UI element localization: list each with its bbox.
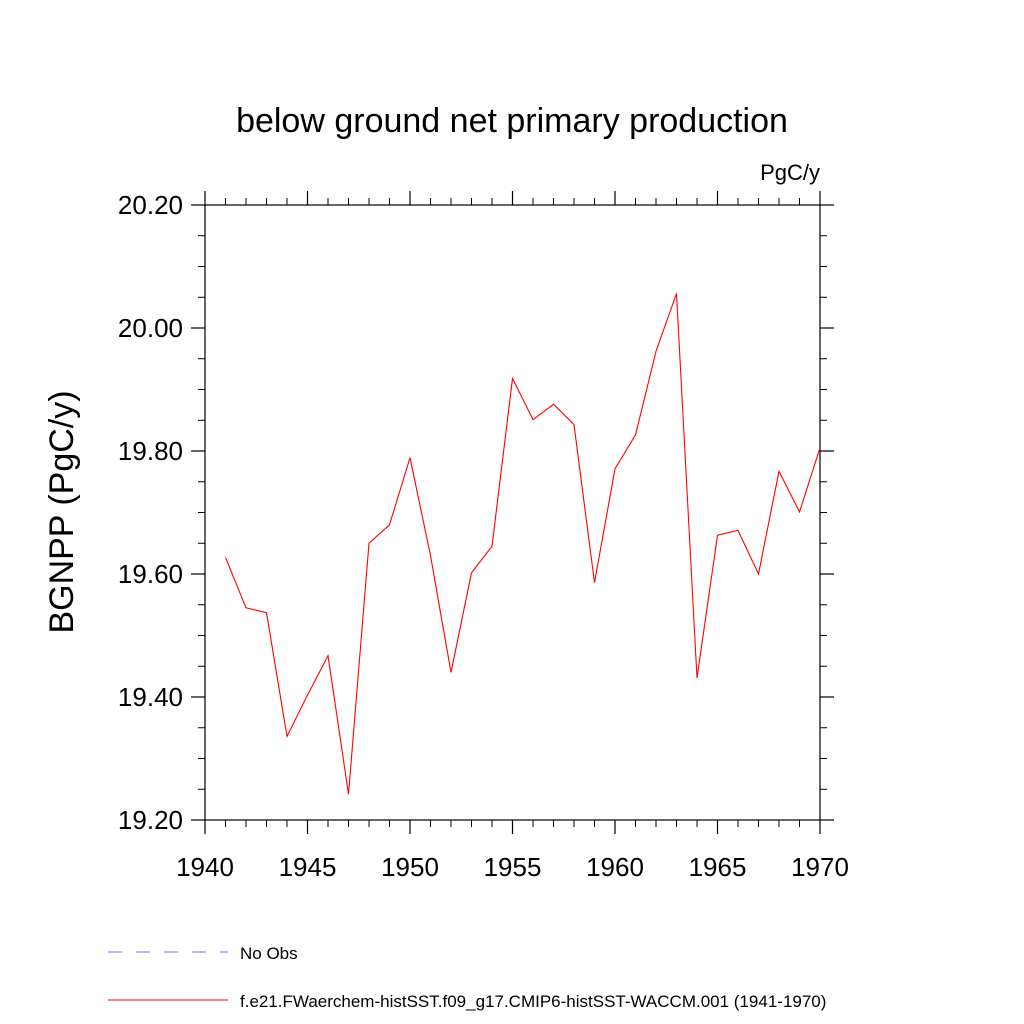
legend-label: f.e21.FWaerchem-histSST.f09_g17.CMIP6-hi… bbox=[240, 992, 826, 1011]
axis-ticks: 1940 1945 1950 1955 1960 1965 1970 19.20 19.40 19… bbox=[118, 190, 849, 882]
y-tick-label: 19.40 bbox=[118, 682, 183, 712]
x-tick-label: 1960 bbox=[586, 852, 644, 882]
plot-frame bbox=[204, 204, 821, 821]
x-tick-label: 1940 bbox=[176, 852, 234, 882]
y-tick-label: 20.00 bbox=[118, 313, 183, 343]
legend-label: No Obs bbox=[240, 944, 298, 963]
legend: No Obs f.e21.FWaerchem-histSST.f09_g17.CM… bbox=[108, 944, 826, 1011]
units-label: PgC/y bbox=[760, 160, 820, 185]
y-axis-label: BGNPP (PgC/y) bbox=[43, 390, 81, 633]
y-tick-label: 19.80 bbox=[118, 436, 183, 466]
x-tick-label: 1950 bbox=[381, 852, 439, 882]
series-line bbox=[224, 293, 821, 795]
x-tick-label: 1965 bbox=[689, 852, 747, 882]
chart-title: below ground net primary production bbox=[236, 102, 788, 140]
x-tick-label: 1945 bbox=[279, 852, 337, 882]
y-tick-label: 19.60 bbox=[118, 559, 183, 589]
y-tick-label: 20.20 bbox=[118, 190, 183, 220]
y-tick-label: 19.20 bbox=[118, 805, 183, 835]
series-layer bbox=[224, 293, 821, 795]
x-tick-label: 1955 bbox=[484, 852, 542, 882]
x-tick-label: 1970 bbox=[791, 852, 849, 882]
